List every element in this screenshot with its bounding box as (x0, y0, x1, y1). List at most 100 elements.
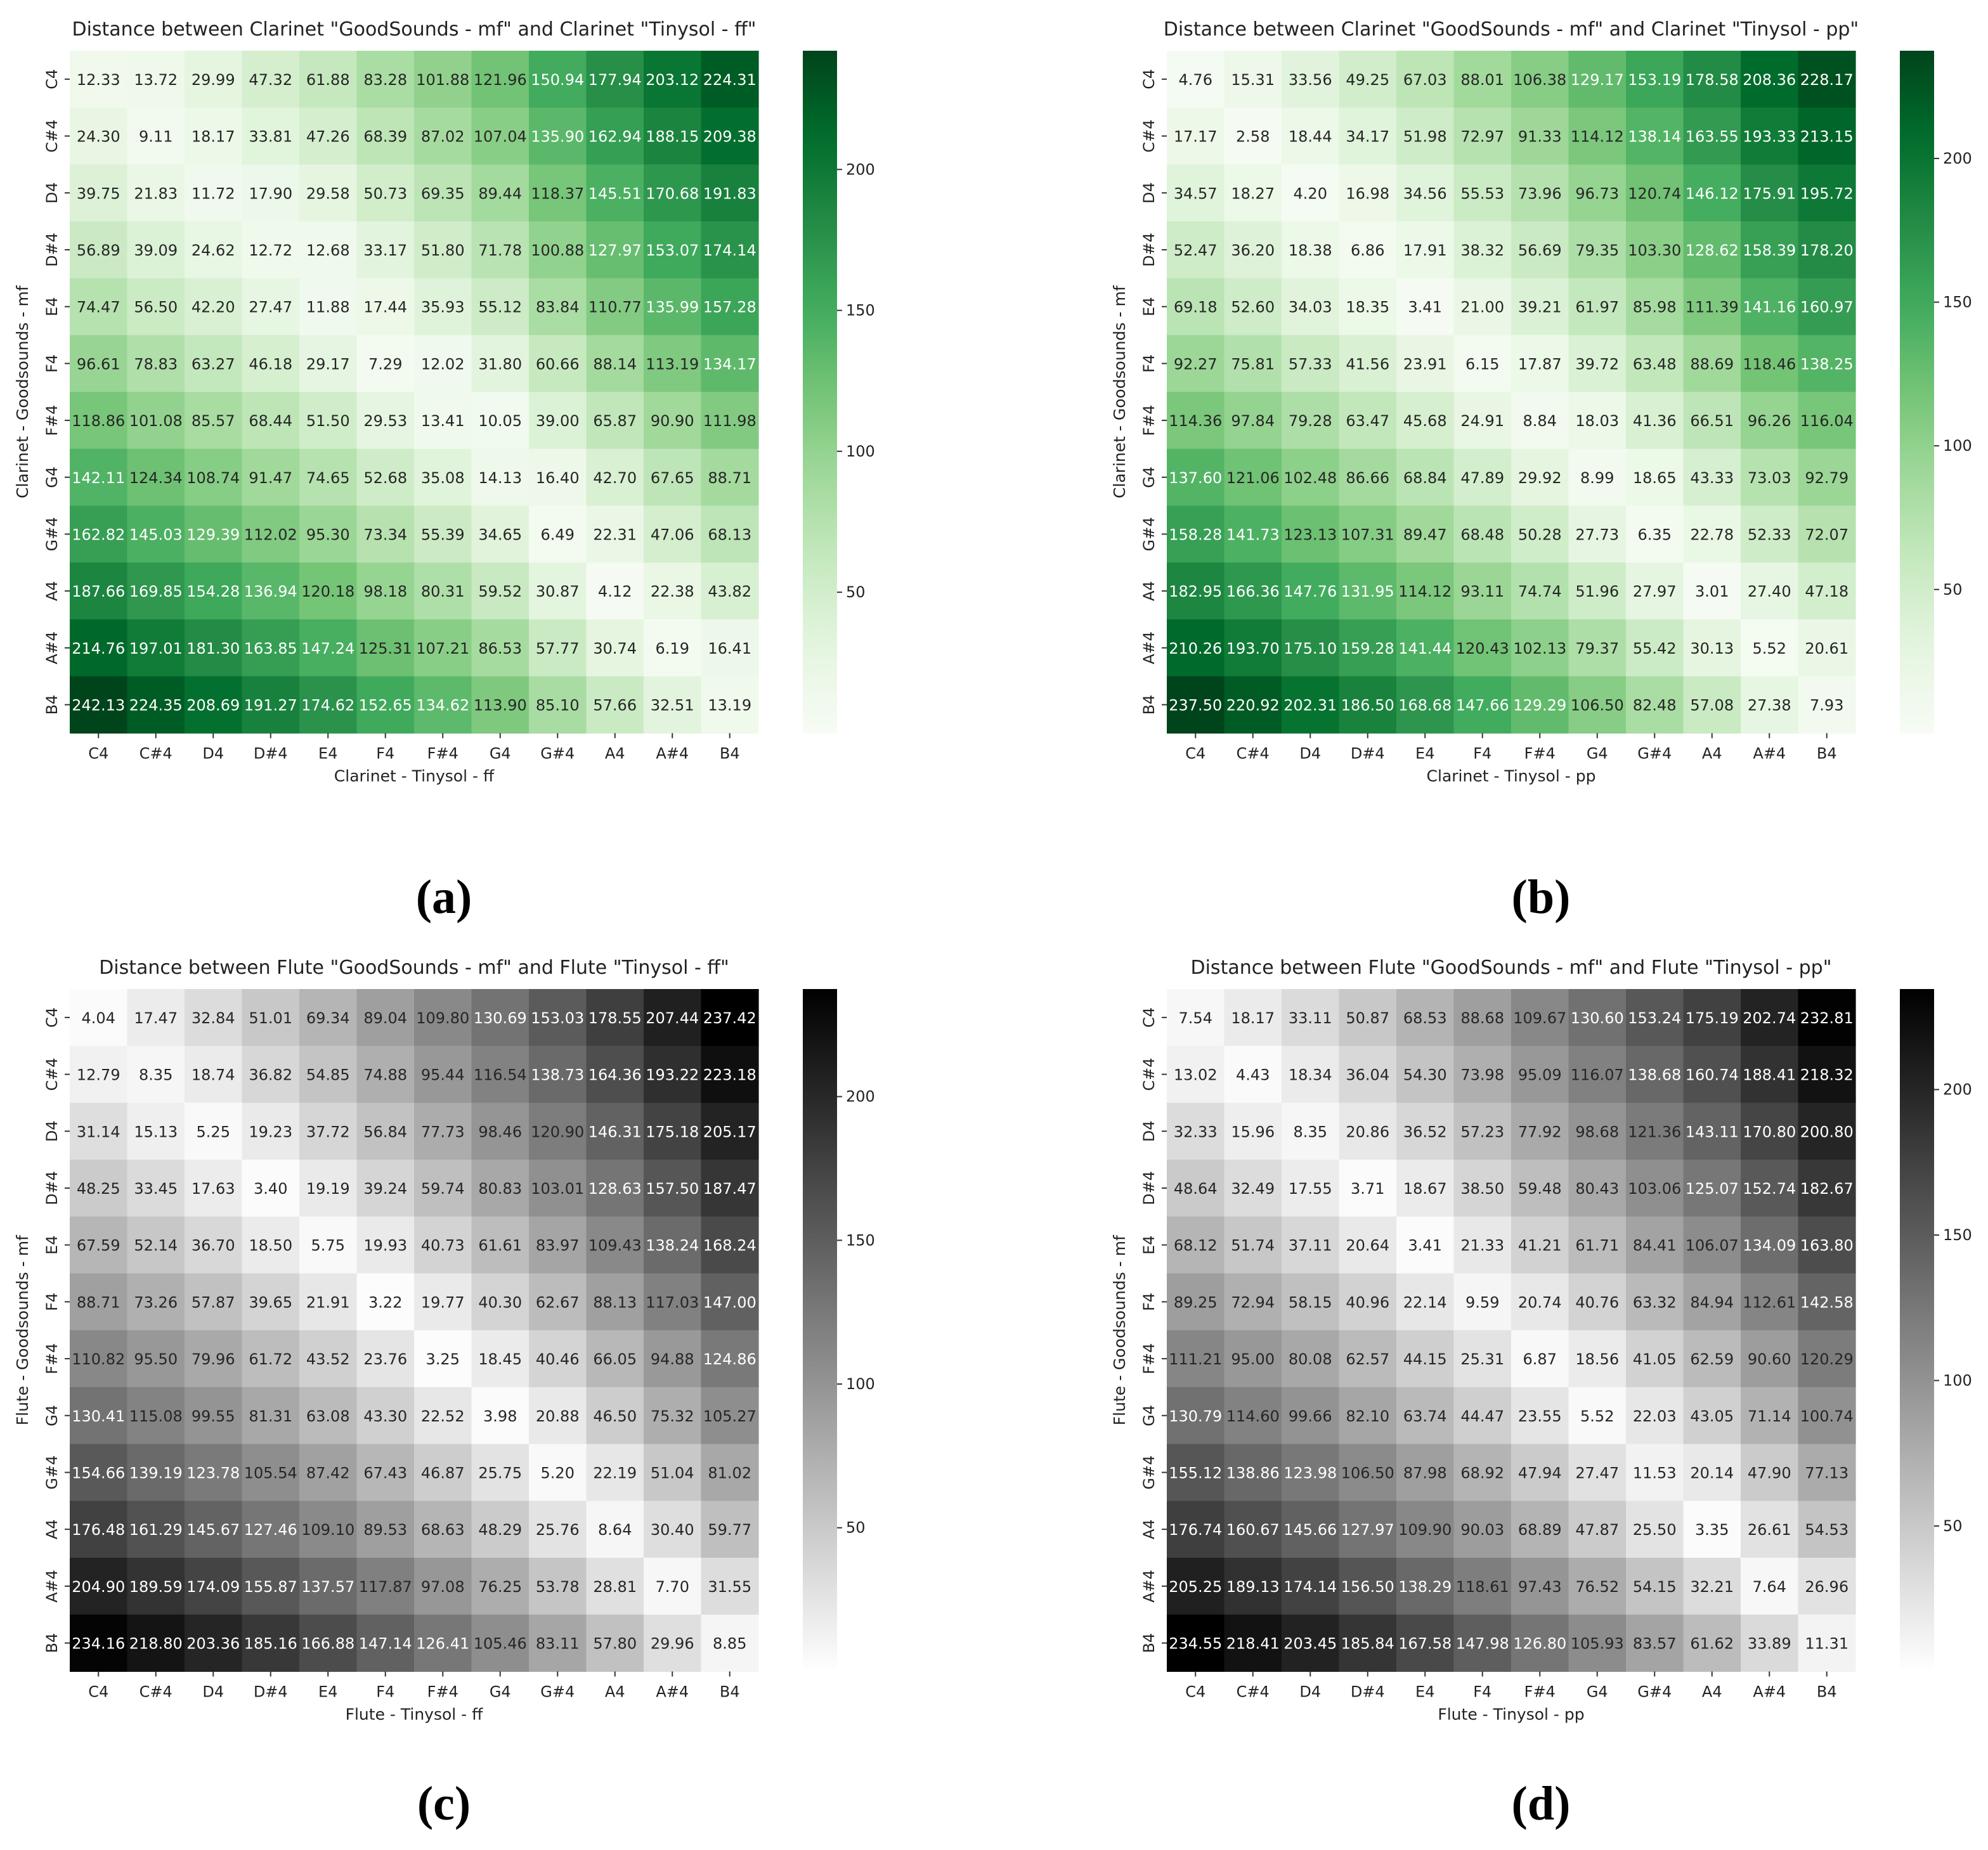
heatmap-cell (1683, 1387, 1741, 1445)
heatmap-cell (1741, 392, 1799, 450)
cell-value-label: 191.27 (244, 697, 297, 715)
cell-value-label: 25.76 (536, 1521, 580, 1539)
cell-value-label: 25.50 (1633, 1521, 1677, 1539)
cell-value-label: 141.44 (1398, 640, 1452, 657)
heatmap-cell (1339, 392, 1397, 450)
heatmap-cell (1453, 619, 1512, 677)
heatmap-cell (242, 676, 300, 734)
heatmap-cell (586, 107, 644, 165)
colorbar (1900, 989, 1934, 1672)
cell-value-label: 3.01 (1695, 583, 1729, 600)
cell-value-label: 76.25 (478, 1578, 522, 1596)
cell-value-label: 118.46 (1743, 355, 1796, 373)
cell-value-label: 35.93 (421, 299, 465, 316)
x-tick-label: C4 (1185, 1683, 1205, 1700)
heatmap-cell (70, 1330, 128, 1388)
cell-value-label: 113.90 (474, 697, 527, 715)
heatmap-cell (185, 164, 243, 222)
cell-value-label: 31.80 (478, 355, 522, 373)
heatmap-cell (471, 1444, 529, 1501)
cell-value-label: 39.09 (134, 242, 178, 259)
cell-value-label: 145.67 (186, 1521, 240, 1539)
cell-value-label: 161.29 (129, 1521, 183, 1539)
heatmap-cell (70, 1558, 128, 1615)
cell-value-label: 82.10 (1346, 1407, 1389, 1425)
heatmap-cell (1453, 51, 1512, 108)
cell-value-label: 53.78 (536, 1578, 580, 1596)
cell-value-label: 7.93 (1810, 697, 1843, 715)
heatmap-cell (1167, 335, 1225, 392)
cell-value-label: 89.47 (1403, 526, 1447, 543)
cell-value-label: 40.76 (1575, 1293, 1619, 1311)
cell-value-label: 63.48 (1633, 355, 1677, 373)
heatmap-cell (1798, 1216, 1856, 1274)
cell-value-label: 56.89 (77, 242, 120, 259)
cell-value-label: 66.05 (593, 1350, 637, 1368)
heatmap-cell (1396, 107, 1455, 165)
heatmap-cell (1511, 676, 1569, 734)
heatmap-cell (356, 278, 415, 336)
y-axis-label: Clarinet - Goodsounds - mf (13, 285, 32, 498)
x-axis-label: Flute - Tinysol - ff (346, 1705, 484, 1723)
cell-value-label: 120.90 (531, 1123, 584, 1141)
heatmap-cell (299, 505, 358, 563)
cell-value-label: 18.38 (1289, 242, 1332, 259)
cell-value-label: 19.23 (249, 1123, 292, 1141)
cell-value-label: 7.70 (656, 1578, 689, 1596)
cell-value-label: 109.10 (301, 1521, 354, 1539)
cell-value-label: 18.50 (249, 1237, 292, 1255)
heatmap-cell (1396, 1558, 1455, 1615)
cell-value-label: 47.32 (249, 71, 292, 89)
heatmap-cell (70, 1614, 128, 1672)
x-tick-label: D4 (202, 1683, 224, 1700)
heatmap-panel-1: Distance between Clarinet "GoodSounds - … (13, 18, 875, 924)
heatmap-cell (299, 1444, 358, 1501)
heatmap-cell (1339, 1103, 1397, 1160)
heatmap-cell (356, 1330, 415, 1388)
cell-value-label: 57.77 (536, 640, 580, 657)
heatmap-cell (356, 619, 415, 677)
heatmap-cell (471, 278, 529, 336)
heatmap-cell (185, 221, 243, 279)
y-tick-label: F#4 (43, 404, 61, 436)
cell-value-label: 124.86 (703, 1350, 757, 1368)
heatmap-cell (1683, 1444, 1741, 1501)
x-tick-label: G4 (1587, 1683, 1608, 1700)
cell-value-label: 51.50 (306, 412, 350, 430)
cell-value-label: 21.00 (1460, 299, 1504, 316)
colorbar-tick-label: 100 (846, 443, 875, 460)
heatmap-cell (701, 1273, 759, 1331)
heatmap-cell (1568, 676, 1627, 734)
cell-value-label: 29.99 (192, 71, 235, 89)
heatmap-cell (1224, 619, 1282, 677)
heatmap-cell (299, 1330, 358, 1388)
cell-value-label: 22.03 (1633, 1407, 1677, 1425)
heatmap-cell (1282, 619, 1340, 677)
x-tick-label: A4 (605, 1683, 625, 1700)
cell-value-label: 55.42 (1633, 640, 1677, 657)
heatmap-cell (529, 164, 587, 222)
cell-value-label: 130.79 (1169, 1407, 1222, 1425)
heatmap-cell (242, 107, 300, 165)
panel-label: (d) (1512, 1777, 1571, 1830)
cell-value-label: 131.95 (1341, 583, 1394, 600)
heatmap-cell (1798, 562, 1856, 620)
cell-value-label: 20.86 (1346, 1123, 1389, 1141)
heatmap-cell (70, 1387, 128, 1445)
cell-value-label: 146.31 (588, 1123, 642, 1141)
cell-value-label: 36.52 (1403, 1123, 1447, 1141)
cell-value-label: 18.34 (1289, 1066, 1332, 1084)
heatmap-cell (1224, 562, 1282, 620)
cell-value-label: 36.82 (249, 1066, 292, 1084)
cell-value-label: 88.71 (708, 469, 751, 487)
cell-value-label: 43.33 (1690, 469, 1734, 487)
cell-value-label: 73.96 (1518, 184, 1562, 202)
cell-value-label: 19.19 (306, 1180, 350, 1198)
cell-value-label: 17.17 (1174, 128, 1218, 146)
heatmap-cell (1511, 1103, 1569, 1160)
heatmap-cell (586, 1160, 644, 1217)
heatmap-cell (1798, 1501, 1856, 1558)
heatmap-cell (1396, 1045, 1455, 1103)
heatmap-cell (644, 448, 702, 507)
cell-value-label: 205.25 (1169, 1578, 1222, 1596)
